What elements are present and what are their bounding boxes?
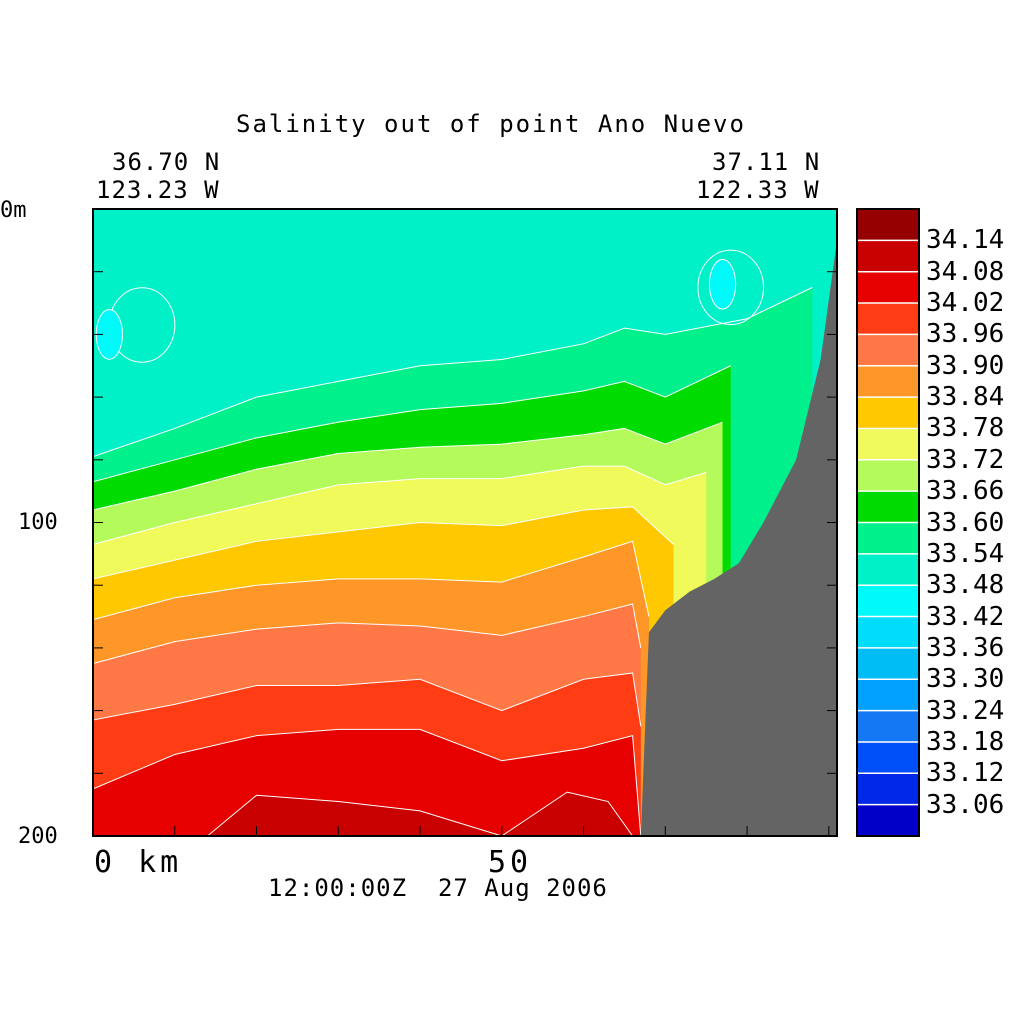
- isoline-34.08: [207, 791, 634, 836]
- left-latitude: 36.70 N: [112, 148, 221, 176]
- colorbar-label-33.18: 33.18: [926, 726, 1005, 757]
- colorbar-swatch-17: [857, 271, 919, 304]
- isoline-33.66: [93, 421, 723, 511]
- colorbar-swatch-10: [857, 491, 919, 523]
- colorbar-label-33.42: 33.42: [926, 601, 1005, 632]
- y-tick-label-200: 200: [18, 824, 58, 849]
- colorbar-swatch-1: [857, 773, 919, 805]
- colorbar-swatch-2: [857, 741, 919, 774]
- colorbar-label-33.60: 33.60: [926, 507, 1005, 538]
- salinity-contour-lines: [93, 286, 813, 836]
- colorbar-label-33.84: 33.84: [926, 382, 1005, 413]
- plot-frame: [92, 208, 838, 837]
- left-longitude: 123.23 W: [96, 176, 220, 204]
- isoline-34.02: [93, 728, 642, 836]
- isoline-33.78: [93, 506, 674, 580]
- fresh-lens-east-3: [708, 258, 737, 310]
- y-tick-label-0m: 0m: [0, 198, 27, 223]
- colorbar-label-33.90: 33.90: [926, 350, 1005, 381]
- colorbar-label-34.14: 34.14: [926, 225, 1005, 256]
- isoline-33.84: [93, 540, 650, 621]
- colorbar-label-33.06: 33.06: [926, 789, 1005, 820]
- salinity-band-34.02: [93, 729, 641, 836]
- colorbar-swatch-15: [857, 334, 919, 366]
- salinity-band-34.08: [207, 792, 633, 836]
- colorbar-label-33.66: 33.66: [926, 476, 1005, 507]
- colorbar-swatch-14: [857, 365, 919, 398]
- colorbar-swatch-12: [857, 428, 919, 460]
- colorbar-label-33.36: 33.36: [926, 632, 1005, 663]
- colorbar-label-34.02: 34.02: [926, 288, 1005, 319]
- right-longitude: 122.33 W: [696, 176, 820, 204]
- seafloor-bathymetry: [640, 240, 837, 836]
- colorbar-label-33.96: 33.96: [926, 319, 1005, 350]
- isoline-33.96: [93, 672, 642, 727]
- colorbar-swatch-16: [857, 303, 919, 335]
- isoline-33.90: [93, 603, 642, 665]
- colorbar-label-34.08: 34.08: [926, 256, 1005, 287]
- colorbar-swatch-18: [857, 240, 919, 272]
- x-tick-label-0km: 0 km: [94, 845, 183, 880]
- bathymetry-layer: [640, 240, 837, 836]
- x-tick-label-50: 50: [488, 845, 533, 880]
- colorbar-swatch-3: [857, 710, 919, 742]
- colorbar-label-33.30: 33.30: [926, 664, 1005, 695]
- colorbar-swatch-8: [857, 553, 919, 586]
- timestamp-label: 12:00:00Z 27 Aug 2006: [268, 874, 608, 902]
- colorbar-label-33.72: 33.72: [926, 444, 1005, 475]
- isoline-33.54: [93, 286, 813, 458]
- colorbar-label-33.54: 33.54: [926, 538, 1005, 569]
- colorbar-swatch-11: [857, 459, 919, 492]
- colorbar-swatch-7: [857, 585, 919, 617]
- colorbar-swatch-13: [857, 397, 919, 429]
- colorbar-swatch-4: [857, 679, 919, 711]
- colorbar-swatch-5: [857, 647, 919, 680]
- right-latitude: 37.11 N: [712, 148, 821, 176]
- axis-ticks: [92, 208, 837, 837]
- isoline-33.72: [93, 465, 707, 545]
- colorbar-label-33.48: 33.48: [926, 570, 1005, 601]
- colorbar: [856, 208, 920, 837]
- colorbar-swatch-19: [857, 209, 919, 241]
- colorbar-swatch-6: [857, 616, 919, 648]
- chart-title: Salinity out of point Ano Nuevo: [236, 110, 746, 138]
- colorbar-label-33.78: 33.78: [926, 413, 1005, 444]
- colorbar-frame: [856, 208, 920, 837]
- isoline-33.60: [93, 365, 731, 483]
- colorbar-label-33.12: 33.12: [926, 758, 1005, 789]
- salinity-contour-fills: [93, 209, 837, 836]
- colorbar-swatch-0: [857, 804, 919, 836]
- y-tick-label-100: 100: [18, 510, 58, 535]
- colorbar-label-33.24: 33.24: [926, 695, 1005, 726]
- colorbar-swatch-9: [857, 522, 919, 554]
